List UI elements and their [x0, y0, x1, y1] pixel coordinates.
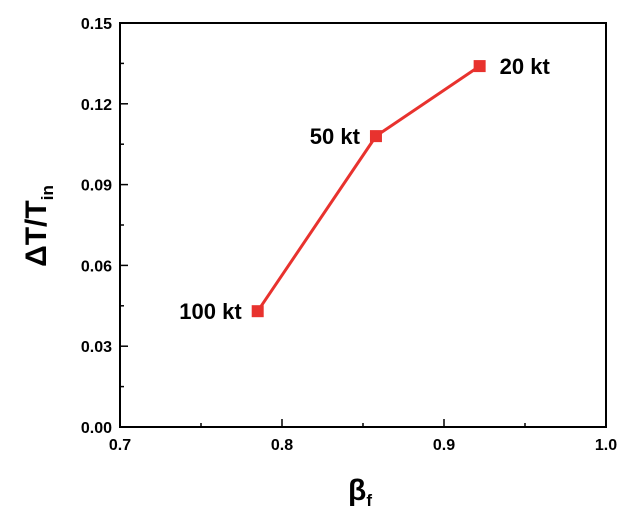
x-axis-title: βf [348, 474, 372, 510]
x-tick-label: 0.7 [109, 437, 131, 454]
y-axis-title-main: ΔT/T [20, 200, 53, 267]
data-point-marker [251, 305, 264, 318]
x-tick-label: 0.9 [433, 437, 455, 454]
point-label: 100 kt [179, 299, 242, 324]
data-series [251, 60, 486, 318]
x-tick-label: 0.8 [271, 437, 293, 454]
axes: 0.7 0.8 0.9 1.0 0.00 0.03 0.06 0.09 0.12 0.15 [81, 16, 617, 454]
y-axis-title-sub: in [38, 185, 57, 200]
point-label: 50 kt [310, 124, 361, 149]
x-axis-title-main: β [348, 474, 366, 507]
data-point-marker [473, 60, 486, 73]
data-point-marker [369, 130, 382, 143]
y-tick-label: 0.15 [81, 16, 112, 33]
y-tick-label: 0.09 [81, 178, 112, 195]
y-tick-label: 0.06 [81, 258, 112, 275]
x-axis-title-sub: f [366, 491, 372, 510]
x-tick-label: 1.0 [595, 437, 617, 454]
point-label: 20 kt [500, 54, 551, 79]
point-labels: 100 kt 50 kt 20 kt [179, 54, 550, 324]
y-axis-title: ΔT/Tin [20, 185, 57, 267]
y-tick-label: 0.00 [81, 420, 112, 437]
plot-frame [119, 22, 607, 428]
series-line [256, 64, 481, 313]
y-tick-label: 0.12 [81, 97, 112, 114]
y-tick-label: 0.03 [81, 339, 112, 356]
